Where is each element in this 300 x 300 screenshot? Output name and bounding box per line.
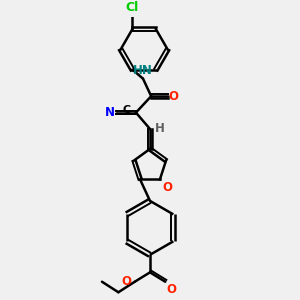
Text: HN: HN bbox=[133, 64, 153, 77]
Text: N: N bbox=[105, 106, 115, 119]
Text: O: O bbox=[169, 90, 179, 103]
Text: C: C bbox=[122, 105, 130, 115]
Text: O: O bbox=[167, 283, 176, 296]
Text: H: H bbox=[155, 122, 165, 136]
Text: O: O bbox=[121, 275, 131, 288]
Text: Cl: Cl bbox=[126, 1, 139, 14]
Text: O: O bbox=[162, 181, 172, 194]
